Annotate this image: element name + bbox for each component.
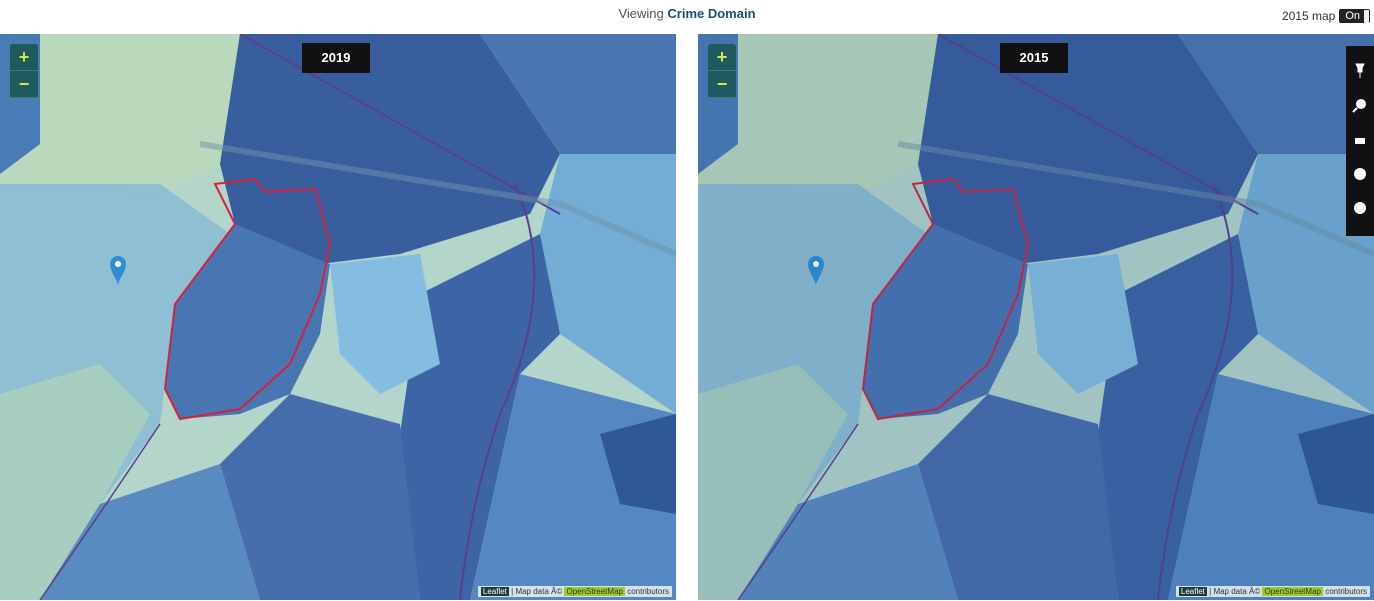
map-data: | Map data Â© xyxy=(511,587,563,596)
pin-tool[interactable] xyxy=(1355,63,1365,78)
map-data: | Map data Â© xyxy=(1209,587,1261,596)
help-tool[interactable] xyxy=(1354,168,1366,180)
info-tool[interactable] xyxy=(1354,202,1366,214)
header-prefix: Viewing xyxy=(618,6,664,21)
toggle-label: 2015 map xyxy=(1281,9,1336,23)
map[interactable] xyxy=(0,34,676,600)
map[interactable] xyxy=(698,34,1374,600)
toggle[interactable]: 2015 map On xyxy=(1282,9,1370,23)
header: Viewing Crime Domain xyxy=(0,6,1374,21)
domain-name: Crime Domain xyxy=(667,6,756,21)
attribution: Leaflet | Map data Â© OpenStreetMap cont… xyxy=(1175,586,1370,597)
year-label: 2015 xyxy=(1000,43,1068,73)
leaflet-link[interactable]: Leaflet xyxy=(480,587,509,596)
osm-link[interactable]: OpenStreetMap xyxy=(564,587,625,596)
zoom-in[interactable]: + xyxy=(708,44,736,71)
attribution: Leaflet | Map data Â© OpenStreetMap cont… xyxy=(477,586,672,597)
zoom-in[interactable]: + xyxy=(10,44,38,71)
contributors: contributors xyxy=(627,587,669,596)
zoom-out[interactable]: − xyxy=(10,71,38,98)
toggle-switch[interactable]: On xyxy=(1339,9,1370,23)
list-tool[interactable] xyxy=(1355,138,1365,144)
search-tool[interactable] xyxy=(1356,99,1366,109)
zoom-out[interactable]: − xyxy=(708,71,736,98)
zoom-control: + − xyxy=(10,44,38,98)
leaflet-link[interactable]: Leaflet xyxy=(1178,587,1207,596)
osm-link[interactable]: OpenStreetMap xyxy=(1262,587,1323,596)
year-label: 2019 xyxy=(302,43,370,73)
map-panel[interactable]: + − 2019 Leaflet | Map data Â© OpenStreet… xyxy=(0,34,676,600)
toolbar xyxy=(1346,46,1374,236)
map-panel[interactable]: + − 2015 Leaflet | Map data Â© OpenStreet… xyxy=(698,34,1374,600)
zoom-control: + − xyxy=(708,44,736,98)
contributors: contributors xyxy=(1325,587,1367,596)
